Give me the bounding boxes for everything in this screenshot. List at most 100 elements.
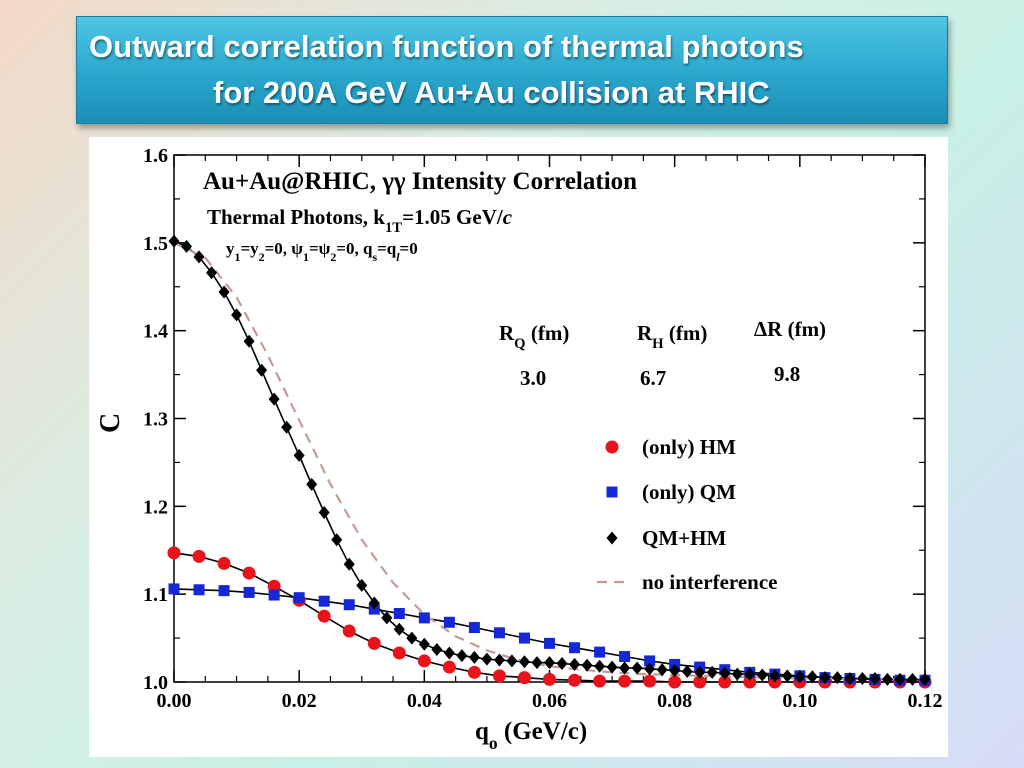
- y-tick-label: 1.3: [143, 409, 168, 431]
- x-tick-label: 0.02: [282, 690, 317, 712]
- diamond-data-point: [756, 668, 768, 682]
- diamond-data-point: [619, 661, 631, 675]
- circle-data-point: [167, 546, 181, 560]
- diamond-data-point: [531, 656, 543, 670]
- title-banner: Outward correlation function of thermal …: [76, 16, 948, 124]
- diamond-data-point: [894, 672, 906, 686]
- circle-data-point: [743, 675, 757, 689]
- diamond-data-point: [306, 477, 318, 491]
- diamond-data-point: [393, 622, 405, 636]
- circle-data-point: [668, 675, 682, 689]
- square-data-point: [293, 592, 305, 604]
- square-data-point: [193, 584, 205, 596]
- diamond-data-point: [193, 250, 205, 264]
- diamond-data-point: [806, 670, 818, 684]
- diamond-data-point: [331, 533, 343, 547]
- diamond-data-point: [719, 666, 731, 680]
- radii-table-header: RH (fm): [637, 321, 707, 352]
- square-data-point: [594, 646, 606, 658]
- square-data-point: [243, 586, 255, 598]
- x-tick-label: 0.00: [157, 690, 192, 712]
- diamond-data-point: [418, 637, 430, 651]
- circle-data-point: [467, 665, 481, 679]
- y-tick-label: 1.0: [143, 672, 168, 694]
- circle-data-point: [417, 654, 431, 668]
- square-data-point: [418, 612, 430, 624]
- diamond-data-point: [781, 669, 793, 683]
- y-axis-label: C: [95, 413, 126, 433]
- diamond-data-point: [481, 652, 493, 666]
- legend-swatch-circle: [605, 440, 619, 454]
- diamond-data-point: [881, 672, 893, 686]
- chart-annotation-kinematics: y1=y2=0, ψ1=ψ2=0, qs=ql=0: [226, 239, 418, 264]
- x-tick-label: 0.04: [407, 690, 442, 712]
- y-tick-label: 1.6: [143, 145, 168, 167]
- diamond-data-point: [544, 656, 555, 670]
- legend-label: (only) HM: [642, 435, 736, 459]
- diamond-data-point: [218, 285, 230, 299]
- diamond-data-point: [681, 664, 693, 678]
- radii-table: RQ (fm) RH (fm) ΔR (fm) 3.0 6.7 9.8: [499, 317, 826, 390]
- diamond-data-point: [431, 643, 443, 657]
- diamond-series-fit-curve: [173, 240, 925, 681]
- legend-swatch-square: [606, 486, 618, 498]
- x-tick-label: 0.10: [782, 690, 817, 712]
- chart-title: Au+Au@RHIC, γγ Intensity Correlation: [203, 168, 637, 195]
- diamond-data-point: [456, 649, 468, 663]
- diamond-data-point: [644, 662, 656, 676]
- diamond-data-point: [206, 266, 218, 280]
- square-data-point: [443, 616, 455, 628]
- circle-data-point: [593, 674, 607, 688]
- slide-title-line-1: Outward correlation function of thermal …: [89, 29, 804, 64]
- legend-label: (only) QM: [642, 480, 736, 504]
- diamond-data-point: [293, 448, 305, 462]
- circle-data-point: [242, 566, 256, 580]
- diamond-data-point: [381, 611, 393, 625]
- circle-data-point: [192, 549, 206, 563]
- diamond-data-point: [706, 665, 718, 679]
- square-data-point: [393, 607, 405, 619]
- x-tick-label: 0.06: [532, 690, 567, 712]
- square-data-point: [619, 651, 631, 663]
- diamond-data-point: [694, 665, 706, 679]
- square-data-point: [468, 622, 480, 634]
- diamond-data-point: [231, 308, 243, 322]
- diamond-data-point: [606, 660, 618, 674]
- circle-data-point: [492, 669, 506, 683]
- square-data-point: [318, 595, 330, 607]
- diamond-data-point: [281, 420, 293, 434]
- diamond-data-point: [794, 670, 806, 684]
- x-tick-label: 0.12: [908, 690, 943, 712]
- square-data-point: [644, 655, 656, 667]
- diamond-data-point: [268, 392, 280, 406]
- circle-data-point: [367, 636, 381, 650]
- no-interference-curve: [173, 241, 926, 682]
- diamond-data-point: [406, 631, 418, 645]
- diamond-data-point: [493, 653, 505, 667]
- diamond-data-point: [656, 663, 668, 677]
- diamond-data-point: [731, 667, 743, 681]
- square-data-point: [168, 583, 180, 595]
- circle-data-point: [643, 674, 657, 688]
- radii-table-header: ΔR (fm): [754, 317, 826, 341]
- circle-data-point: [618, 674, 632, 688]
- diamond-data-point: [556, 657, 568, 671]
- diamond-data-point: [581, 658, 593, 672]
- square-data-point: [518, 632, 530, 644]
- diamond-data-point: [181, 239, 193, 253]
- radii-table-value: 6.7: [640, 366, 666, 390]
- diamond-data-point: [506, 654, 518, 668]
- diamond-data-point: [518, 655, 530, 669]
- circle-data-point: [342, 624, 356, 638]
- diamond-data-point: [356, 578, 368, 592]
- circle-data-point: [267, 579, 281, 593]
- square-data-point: [268, 589, 280, 601]
- plot-frame: [173, 154, 926, 683]
- y-tick-label: 1.5: [143, 233, 168, 255]
- diamond-data-point: [569, 657, 581, 671]
- diamond-data-point: [631, 661, 643, 675]
- square-data-point: [343, 599, 355, 611]
- diamond-data-point: [819, 671, 831, 685]
- circle-data-point: [217, 556, 231, 570]
- circle-data-point: [693, 675, 707, 689]
